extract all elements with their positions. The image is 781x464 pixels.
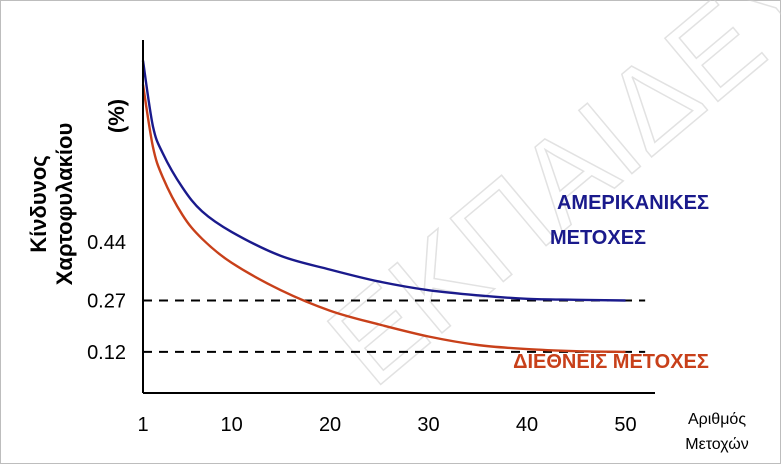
intl-stocks-label: ΔΙΕΘΝΕΙΣ ΜΕΤΟΧΕΣ bbox=[513, 351, 709, 373]
x-tick-label: 10 bbox=[220, 414, 242, 436]
y-tick-labels: 0.12 0.27 0.44 bbox=[87, 232, 126, 364]
y-axis-title: Κίνδυνος Χαρτοφυλακίου (%) bbox=[26, 99, 129, 285]
y-label-line-3: (%) bbox=[104, 99, 129, 133]
series-line-0 bbox=[141, 60, 626, 302]
y-tick-label: 0.27 bbox=[87, 290, 126, 312]
series-lines bbox=[141, 60, 626, 354]
x-tick-label: 20 bbox=[319, 414, 341, 436]
y-tick-label: 0.12 bbox=[87, 342, 126, 364]
us-stocks-label-line-1: ΑΜΕΡΙΚΑΝΙΚΕΣ bbox=[557, 192, 709, 214]
x-tick-label: 1 bbox=[137, 414, 148, 436]
y-label-line-1: Κίνδυνος bbox=[26, 155, 51, 253]
x-tick-label: 30 bbox=[417, 414, 439, 436]
y-tick-label: 0.44 bbox=[87, 232, 126, 254]
x-label-line-1: Αριθμός bbox=[688, 411, 746, 428]
us-stocks-label-line-2: ΜΕΤΟΧΕΣ bbox=[550, 227, 646, 249]
y-label-line-2: Χαρτοφυλακίου bbox=[52, 123, 77, 286]
x-label-line-2: Μετοχών bbox=[685, 436, 748, 453]
x-tick-label: 40 bbox=[516, 414, 538, 436]
x-tick-labels: 1 10 20 30 40 50 bbox=[137, 414, 636, 436]
series-line-1 bbox=[141, 84, 626, 354]
x-tick-label: 50 bbox=[614, 414, 636, 436]
